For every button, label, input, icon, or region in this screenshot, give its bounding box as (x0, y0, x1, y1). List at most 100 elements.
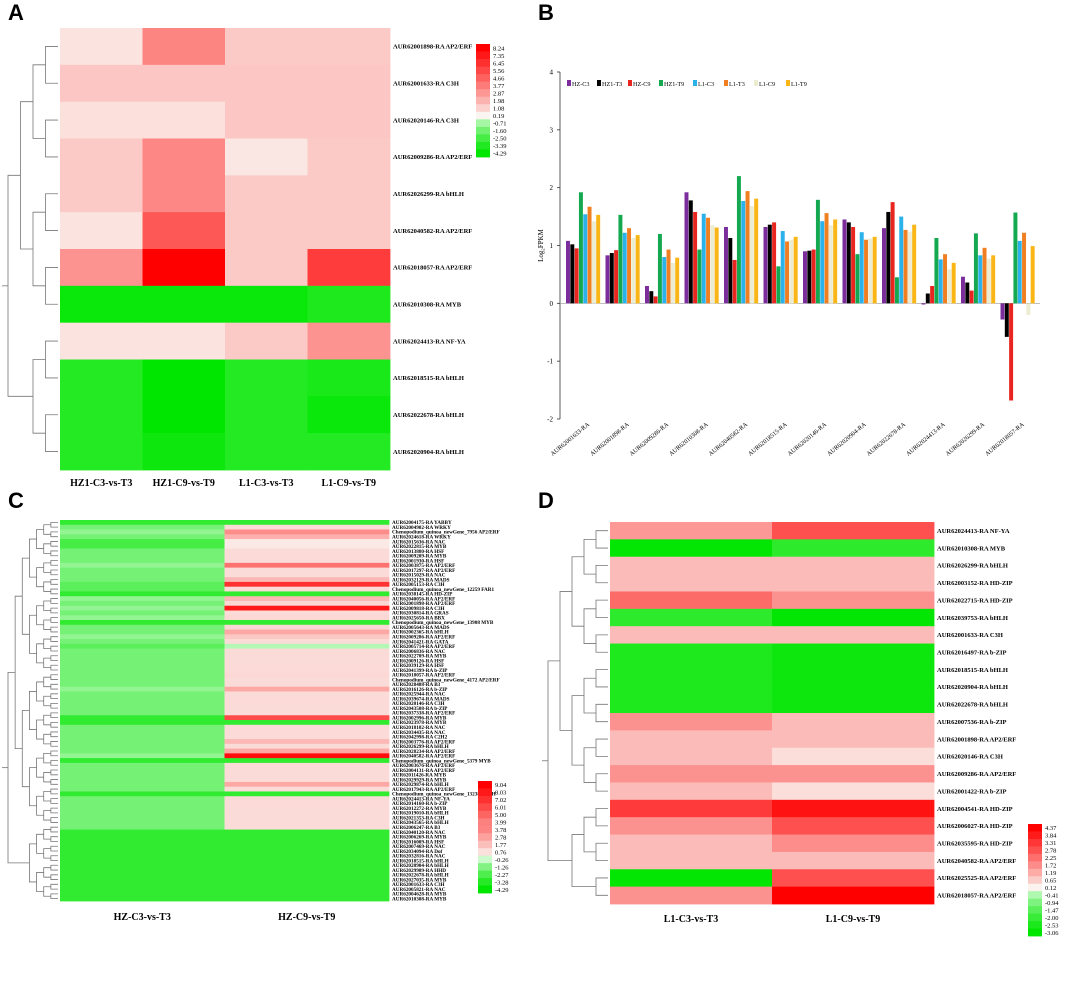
dendrogram-branch (50, 560, 58, 566)
bar (745, 191, 750, 304)
heatmap-cell (60, 322, 143, 360)
row-label: AUR62018057-RA AP2/ERF (937, 893, 1016, 900)
row-label: AUR62025525-RA AP2/ERF (937, 875, 1016, 882)
dendrogram-branch (36, 833, 44, 854)
column-label: HZ-C9-vs-T9 (278, 912, 335, 923)
row-label: AUR62001633-RA C3H (393, 81, 459, 88)
dendrogram-branch (43, 752, 51, 764)
heatmap-cell (60, 743, 225, 749)
bar (587, 206, 592, 304)
bar (982, 247, 987, 304)
heatmap-cell (60, 872, 225, 878)
legend-tick-label: 4.37 (1045, 825, 1057, 832)
x-tick-label: AUR62026299-RA (944, 421, 986, 458)
heatmap-cell (225, 175, 308, 213)
heatmap-cell (772, 574, 935, 592)
row-label: AUR62018102-RA NAC (392, 725, 446, 731)
bar (986, 258, 991, 304)
dendrogram-branch (50, 807, 58, 814)
bar (973, 233, 978, 304)
row-label: AUR62042998-RA C2H2 (392, 735, 448, 741)
heatmap-cell (224, 658, 390, 664)
heatmap-cell (224, 786, 390, 792)
heatmap-cell (772, 660, 935, 679)
row-label: AUR62020146-RA C3H (937, 754, 1003, 761)
legend-tick-label: 2.78 (1045, 848, 1056, 855)
bar (803, 251, 807, 304)
heatmap-cell (610, 869, 773, 888)
heatmap-cell (610, 765, 773, 783)
heatmap-cell (224, 862, 390, 869)
row-label: Chenopodium_quinoa_newGene_4172 AP2/ERF (392, 677, 500, 683)
dendrogram-branch (43, 562, 51, 573)
row-label: AUR62001898-RA AP2/ERF (937, 736, 1016, 743)
dendrogram-branch (29, 843, 37, 883)
bar (890, 202, 895, 304)
heatmap-cell (224, 743, 390, 749)
heatmap-cell (307, 212, 391, 250)
row-label: AUR62017297-RA AP2/ERF (392, 568, 455, 574)
dendrogram-branch (50, 817, 58, 823)
dendrogram-branch (595, 565, 608, 584)
heatmap-cell (60, 839, 225, 845)
heatmap-cell (610, 782, 773, 801)
row-label: AUR62004902-RA WRKY (392, 525, 451, 531)
bar (662, 257, 667, 304)
row-label: AUR62004628-RA MYB (392, 892, 447, 898)
dendrogram-branch (50, 674, 58, 680)
bar (614, 250, 619, 304)
row-label: AUR62030814-RA GRAS (392, 611, 449, 617)
heatmap-cell (610, 574, 773, 592)
heatmap-cell (224, 820, 390, 826)
bar (754, 198, 759, 304)
row-label: AUR62034435-RA NAC (392, 730, 446, 736)
legend-tick-label: 2.25 (1045, 855, 1056, 862)
row-label: AUR62009818-RA C3H (392, 606, 445, 612)
heatmap-cell (60, 396, 143, 434)
heatmap-cell (772, 782, 935, 801)
heatmap-cell (60, 567, 225, 573)
dendrogram-branch (583, 677, 596, 714)
dendrogram-branch (36, 643, 44, 664)
heatmap-cell (307, 322, 391, 360)
legend-swatch (1028, 913, 1042, 922)
heatmap-cell (60, 862, 225, 869)
heatmap-cell (307, 64, 391, 103)
bar (627, 228, 632, 304)
bar (1026, 303, 1031, 315)
heatmap-cell (224, 834, 390, 840)
heatmap-cell (60, 700, 225, 707)
dendrogram-branch (43, 695, 51, 707)
heatmap-cell (772, 799, 935, 818)
row-label: AUR62015636-RA NAC (392, 539, 446, 545)
column-label: HZ1-C9-vs-T9 (153, 478, 215, 489)
heatmap-cell (60, 653, 225, 659)
bar (749, 206, 754, 304)
heatmap-cell (224, 691, 390, 697)
bar (903, 229, 908, 304)
heatmap-panel-d: AUR62024413-RA NF-YA AUR62010308-RA MYB AU… (542, 522, 1059, 937)
row-label: AUR62019010-RA bHLH (392, 811, 449, 817)
bar (1013, 212, 1018, 304)
heatmap-cell (60, 753, 225, 759)
legend-swatch (476, 81, 490, 90)
bar-chart-panel-b: 4 3 2 1 0 -1 -2 Log₂FPKM AUR62001633-RAAUR620018… (537, 69, 1040, 458)
legend-swatch (478, 795, 492, 804)
heatmap-cell (224, 881, 390, 888)
heatmap-cell (224, 681, 390, 688)
dendrogram-branch (43, 581, 51, 592)
heatmap-cell (60, 796, 225, 802)
row-label: AUR62025944-RA NAC (392, 692, 446, 698)
dendrogram-branch (36, 757, 44, 778)
heatmap-cell (610, 643, 773, 662)
legend-tick-label: -1.60 (493, 128, 507, 135)
dendrogram-branch (36, 681, 44, 702)
row-label: Chenopodium_quinoa_newGene_13238 bHLH (392, 792, 496, 798)
legend-swatch (476, 126, 490, 135)
row-label: AUR62004541-RA HD-ZIP (937, 806, 1013, 813)
heatmap-cell (60, 605, 225, 611)
bar (596, 214, 601, 304)
heatmap-cell (225, 138, 308, 176)
bar (622, 232, 627, 304)
bar (793, 236, 798, 304)
